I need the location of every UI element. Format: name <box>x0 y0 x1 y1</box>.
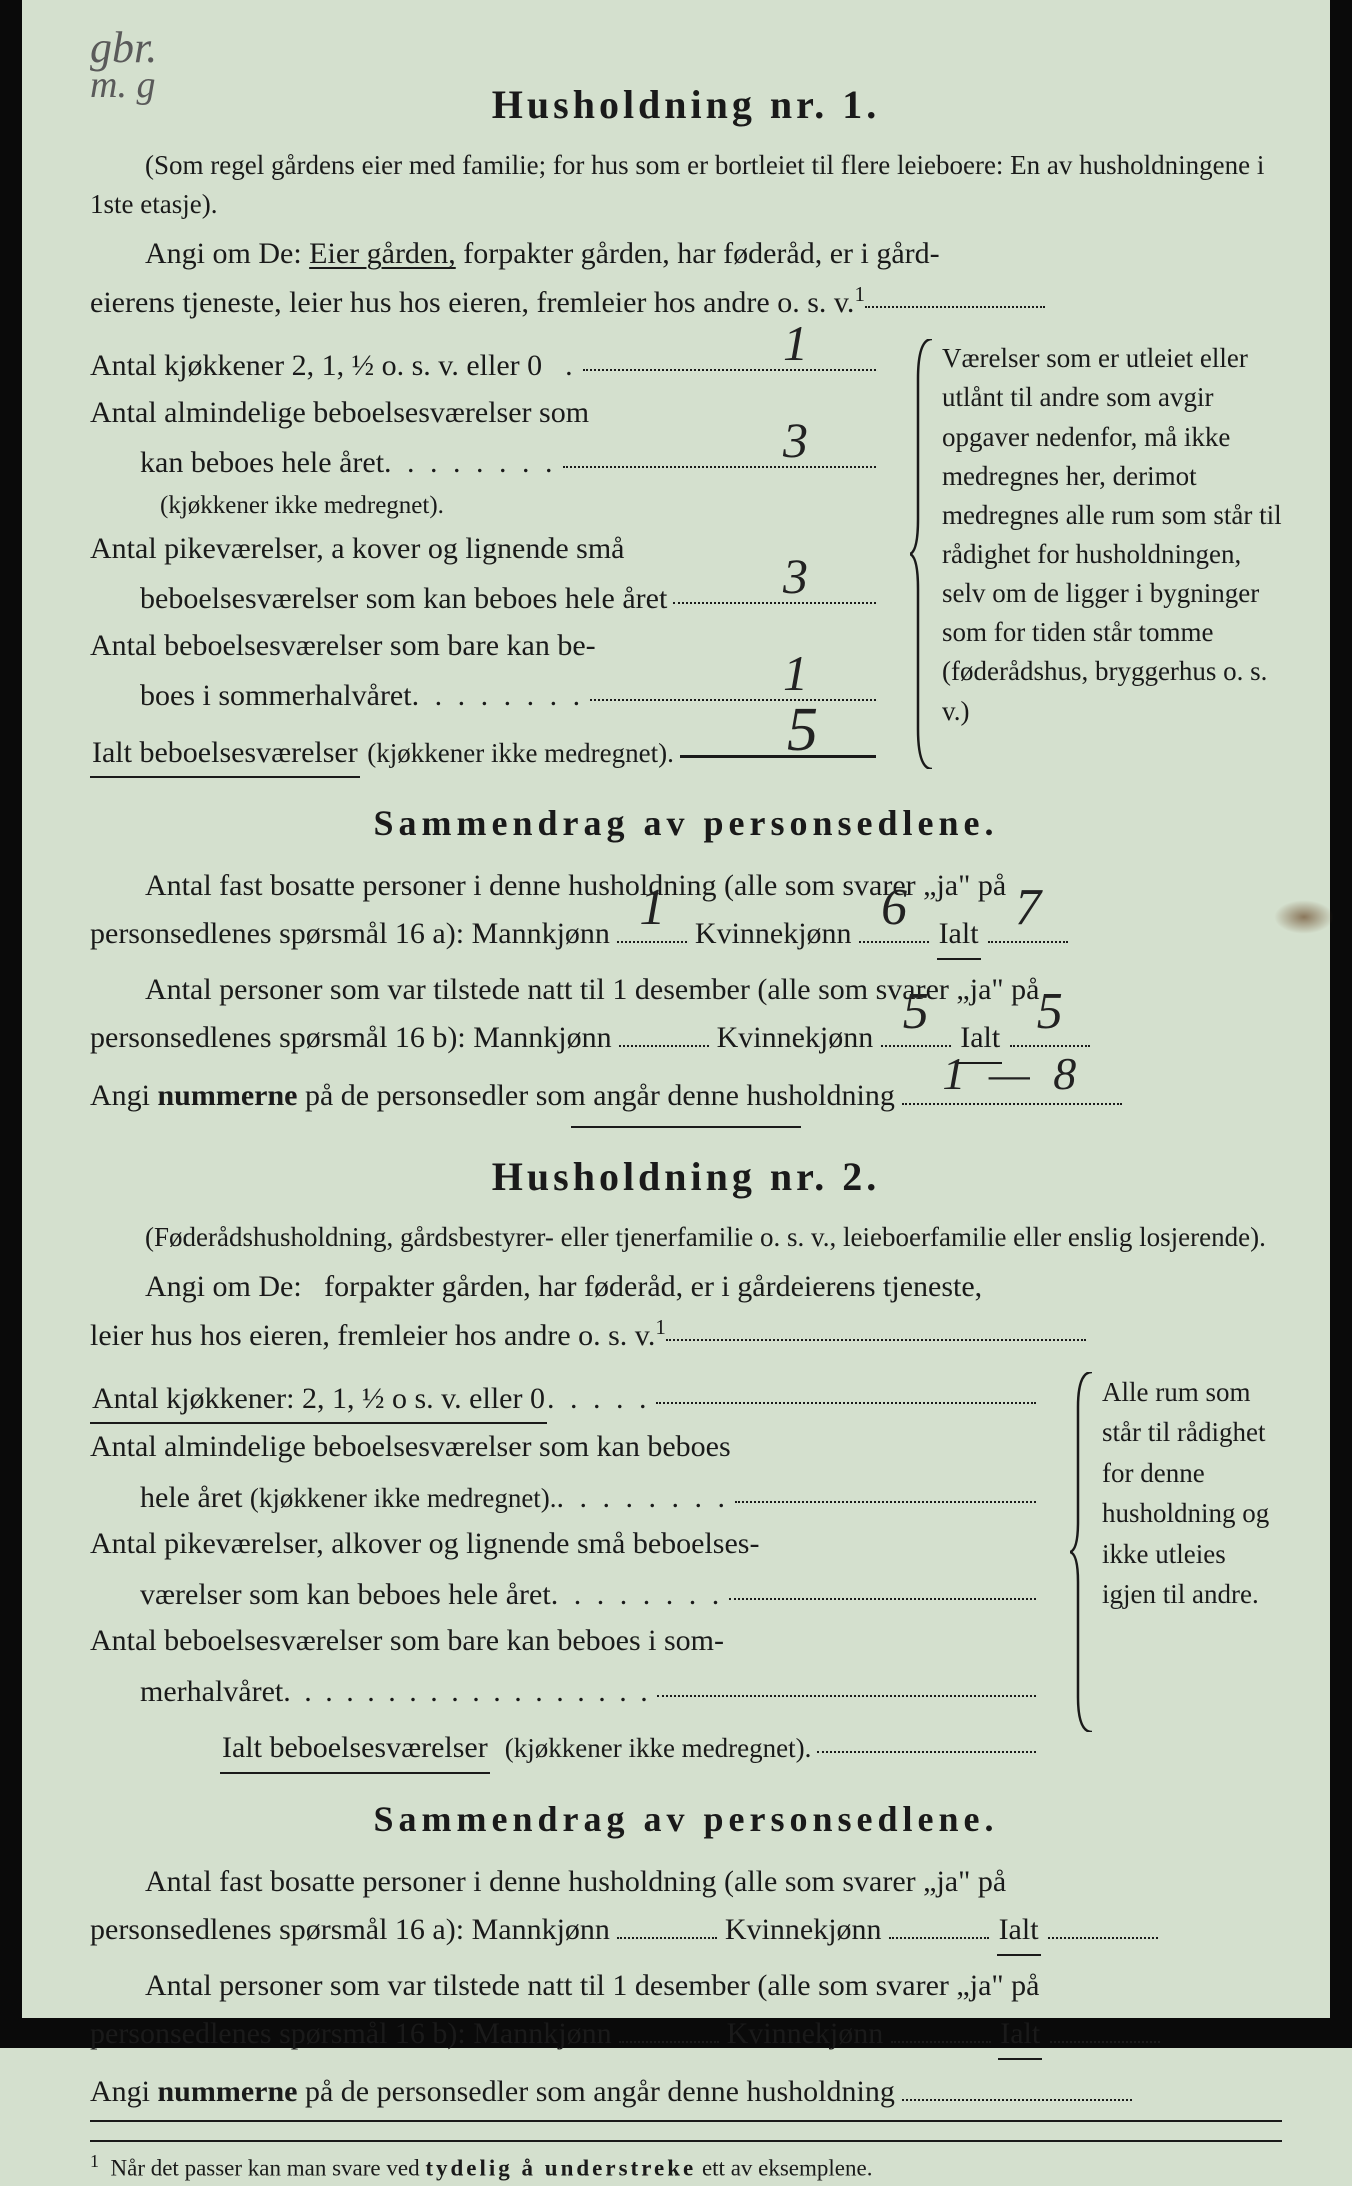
household2-angi-line1: Angi om De: forpakter gården, har føderå… <box>90 1263 1282 1311</box>
row-almindelige-1: Antal almindelige beboelsesværelser som <box>90 390 882 437</box>
brace-icon <box>1070 1372 1098 1732</box>
numbers-value: 1 — 8 <box>942 1037 1082 1111</box>
angi-prefix: Angi om De: <box>145 237 302 270</box>
row2-almindelige-2: hele året (kjøkkener ikke medregnet). <box>90 1471 1042 1522</box>
angi-underlined: Eier gården, <box>309 237 456 270</box>
row2-pike-1: Antal pikeværelser, alkover og lignende … <box>90 1521 1042 1568</box>
ialt-paren: (kjøkkener ikke medregnet). <box>367 733 674 775</box>
row-ialt: Ialt beboelsesværelser (kjøkkener ikke m… <box>90 726 882 779</box>
summary1-line4: personsedlenes spørsmål 16 b): Mannkjønn… <box>90 1014 1282 1064</box>
summary2-title: Sammendrag av personsedlene. <box>90 1792 1282 1848</box>
footnote-marker: 1 <box>90 2151 99 2171</box>
almindelige-label2: kan beboes hele året <box>90 440 384 487</box>
kjokkener-value: 1 <box>783 305 808 383</box>
summary2-line2: personsedlenes spørsmål 16 a): Mannkjønn… <box>90 1906 1282 1956</box>
household2-intro: (Føderådshusholdning, gårdsbestyrer- ell… <box>90 1218 1282 1257</box>
household1-angi-line2: eierens tjeneste, leier hus hos eieren, … <box>90 278 1282 327</box>
sommer-label2: boes i sommerhalvåret <box>90 673 412 720</box>
kjokkener2-label: Antal kjøkkener: 2, 1, ½ o s. v. eller 0 <box>90 1376 547 1425</box>
summary2-line4: personsedlenes spørsmål 16 b): Mannkjønn… <box>90 2010 1282 2060</box>
pike-value: 3 <box>783 538 808 616</box>
household1-intro: (Som regel gårdens eier med familie; for… <box>90 146 1282 224</box>
row-pike-2: beboelsesværelser som kan beboes hele år… <box>90 572 882 623</box>
angi-rest1: forpakter gården, har føderåd, er i gård… <box>463 237 939 270</box>
sup-1: 1 <box>854 282 865 306</box>
side-note2-text: Alle rum som står til rådighet for denne… <box>1102 1377 1269 1610</box>
ialt-label: Ialt beboelsesværelser <box>90 730 360 779</box>
row-almindelige-2: kan beboes hele året 3 <box>90 436 882 487</box>
side-note-text: Værelser som er utleiet eller utlånt til… <box>942 343 1282 725</box>
row-pike-1: Antal pikeværelser, a kover og lignende … <box>90 526 882 573</box>
household2-angi-line2: leier hus hos eieren, fremleier hos andr… <box>90 1311 1282 1360</box>
angi2-prefix: Angi om De: <box>145 1270 302 1303</box>
almindelige-note: (kjøkkener ikke medregnet). <box>90 487 882 526</box>
almindelige-value: 3 <box>783 402 808 480</box>
ialt2-label: Ialt beboelsesværelser <box>220 1725 490 1774</box>
mann-a-value: 1 <box>639 866 665 949</box>
brace-icon <box>910 339 938 769</box>
page-edge-left <box>0 0 22 2048</box>
summary2-line1: Antal fast bosatte personer i denne hush… <box>90 1858 1282 1906</box>
summary1-line1: Antal fast bosatte personer i denne hush… <box>90 862 1282 910</box>
kvinne-a-value: 6 <box>881 866 907 949</box>
household1-angi-line1: Angi om De: Eier gården, forpakter gårde… <box>90 230 1282 278</box>
row2-almindelige-1: Antal almindelige beboelsesværelser som … <box>90 1424 1042 1471</box>
household2-rooms-left: Antal kjøkkener: 2, 1, ½ o s. v. eller 0… <box>90 1372 1042 1774</box>
angi2-rest1: forpakter gården, har føderåd, er i gård… <box>324 1270 982 1303</box>
household2-side-note: Alle rum som står til rådighet for denne… <box>1072 1372 1282 1774</box>
row-kjokkener: Antal kjøkkener 2, 1, ½ o. s. v. eller 0… <box>90 339 882 390</box>
household1-rooms-left: Antal kjøkkener 2, 1, ½ o. s. v. eller 0… <box>90 339 882 778</box>
ialt-value: 5 <box>787 682 818 778</box>
row2-pike-2: værelser som kan beboes hele året <box>90 1568 1042 1619</box>
kvinne-b-value: 5 <box>903 970 929 1053</box>
summary1-line3: Antal personer som var tilstede natt til… <box>90 966 1282 1014</box>
page-smudge <box>1274 900 1334 934</box>
household2-title: Husholdning nr. 2. <box>90 1146 1282 1208</box>
row2-kjokkener: Antal kjøkkener: 2, 1, ½ o s. v. eller 0 <box>90 1372 1042 1425</box>
summary1-line2: personsedlenes spørsmål 16 a): Mannkjønn… <box>90 910 1282 960</box>
row2-sommer-1: Antal beboelsesværelser som bare kan beb… <box>90 1618 1042 1665</box>
row-sommer-2: boes i sommerhalvåret 1 <box>90 669 882 720</box>
household1-title: Husholdning nr. 1. <box>90 74 1282 136</box>
ialt-a-value: 7 <box>1015 866 1041 949</box>
page-edge-right <box>1330 0 1352 2048</box>
household2-rooms-block: Antal kjøkkener: 2, 1, ½ o s. v. eller 0… <box>90 1372 1282 1774</box>
row-sommer-1: Antal beboelsesværelser som bare kan be- <box>90 623 882 670</box>
summary2-line5: Angi nummerne på de personsedler som ang… <box>90 2068 1282 2122</box>
document-content: Husholdning nr. 1. (Som regel gårdens ei… <box>90 74 1282 2186</box>
angi-rest2: eierens tjeneste, leier hus hos eieren, … <box>90 286 854 319</box>
row2-sommer-2: merhalvåret <box>90 1665 1042 1716</box>
household1-side-note: Værelser som er utleiet eller utlånt til… <box>912 339 1282 778</box>
marginalia-line1: gbr. <box>90 28 157 68</box>
summary1-line5: Angi nummerne på de personsedler som ang… <box>90 1072 1282 1120</box>
household1-rooms-block: Antal kjøkkener 2, 1, ½ o. s. v. eller 0… <box>90 339 1282 778</box>
row2-ialt: Ialt beboelsesværelser (kjøkkener ikke m… <box>90 1721 1042 1774</box>
summary1-title: Sammendrag av personsedlene. <box>90 796 1282 852</box>
kjokkener-label: Antal kjøkkener 2, 1, ½ o. s. v. eller 0 <box>90 343 542 390</box>
summary2-line3: Antal personer som var tilstede natt til… <box>90 1962 1282 2010</box>
angi2-rest2: leier hus hos eieren, fremleier hos andr… <box>90 1319 655 1352</box>
pike-label2: beboelsesværelser som kan beboes hele år… <box>90 576 667 623</box>
footnote: 1 Når det passer kan man svare ved tydel… <box>90 2140 1282 2186</box>
